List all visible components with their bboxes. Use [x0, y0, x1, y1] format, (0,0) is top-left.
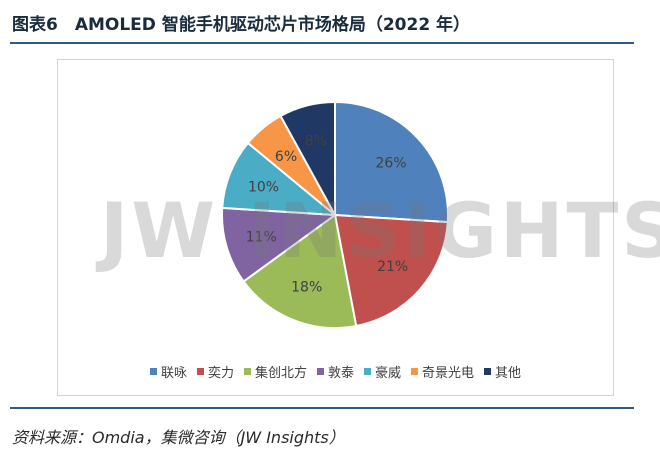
legend: 联咏 奕力 集创北方 敦泰 豪威 奇景光电 其他 — [57, 362, 614, 381]
legend-label: 联咏 — [160, 366, 187, 381]
legend-label: 奇景光电 — [422, 366, 475, 381]
slice-label-3: 18% — [291, 279, 322, 295]
pie-slice-1 — [334, 100, 449, 224]
legend-item-3: 集创北方 — [243, 362, 307, 381]
figure-title: 图表6 AMOLED 智能手机驱动芯片市场格局（2022 年） — [12, 15, 471, 35]
slice-label-6: 6% — [275, 149, 297, 165]
pie-slice-4 — [221, 206, 338, 283]
legend-swatch — [364, 368, 371, 375]
pie-slice-5 — [221, 141, 339, 217]
slice-label-2: 21% — [377, 259, 408, 275]
legend-item-4: 敦泰 — [316, 362, 354, 381]
legend-label: 豪威 — [375, 366, 402, 381]
legend-swatch — [196, 368, 204, 375]
legend-item-1: 联咏 — [149, 362, 187, 381]
legend-swatch — [316, 368, 324, 375]
legend-item-5: 豪威 — [364, 362, 401, 381]
legend-swatch — [484, 368, 492, 375]
slice-label-1: 26% — [375, 155, 406, 171]
legend-swatch — [149, 368, 157, 375]
top-rule — [10, 42, 634, 44]
pie-slice-7 — [279, 100, 336, 216]
legend-item-6: 奇景光电 — [411, 362, 474, 381]
slice-label-7: 8% — [305, 134, 327, 150]
legend-swatch — [411, 368, 419, 375]
bottom-rule — [10, 407, 634, 409]
pie-slice-2 — [333, 213, 449, 328]
source-note: 资料来源：Omdia，集微咨询（JW Insights） — [12, 428, 345, 447]
legend-swatch — [243, 368, 251, 375]
legend-label: 集创北方 — [254, 366, 307, 381]
legend-label: 其他 — [495, 366, 522, 381]
chart-frame — [57, 59, 614, 396]
slice-label-4: 11% — [246, 229, 277, 245]
legend-item-2: 奕力 — [196, 362, 234, 381]
legend-label: 奕力 — [207, 366, 234, 381]
pie-slice-3 — [242, 213, 358, 329]
watermark: JW INSIGHTS — [100, 186, 660, 275]
legend-label: 敦泰 — [327, 366, 354, 381]
legend-item-7: 其他 — [484, 362, 521, 381]
slice-label-5: 10% — [248, 180, 279, 196]
